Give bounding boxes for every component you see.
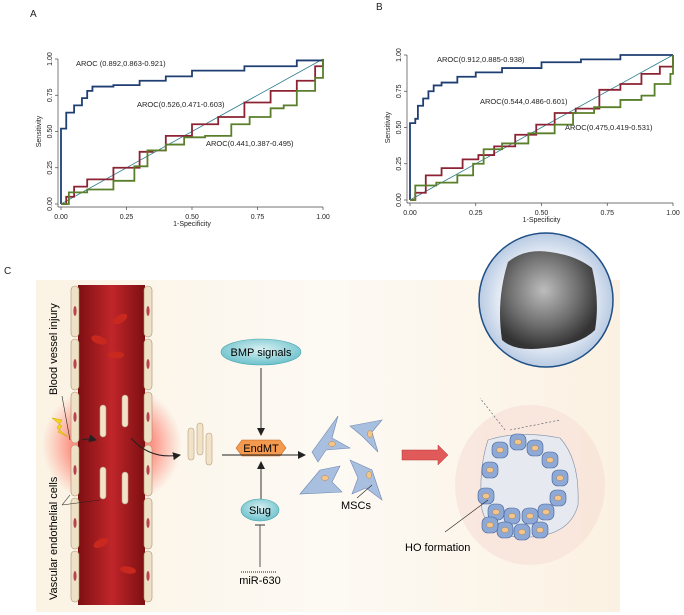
panel-label-b: B [376,2,383,13]
y-tick-label: 0.25 [47,161,54,175]
x-tick-label: 0.50 [535,210,549,217]
panel-label-c: C [4,266,12,277]
endmt-label: EndMT [243,443,279,455]
y-axis-label: Sensitivity [385,111,392,143]
cell-nucleus [146,571,150,581]
migration-arrow [81,434,97,443]
cell-nucleus [73,412,77,422]
mir-630-label: miR-630 [239,575,281,587]
y-tick-label: 0.25 [396,157,403,171]
y-tick-label: 0.00 [47,197,54,211]
cell-nucleus [501,527,509,533]
x-tick-label: 1.00 [666,210,680,217]
slug-node [240,498,280,522]
cell-nucleus [482,493,490,499]
x-axis-label: 1-Specificity [173,221,211,228]
cell-nucleus [536,527,544,533]
cell-nucleus [486,467,494,473]
x-tick-label: 0.50 [185,214,199,221]
y-tick-label: 0.75 [396,84,403,98]
x-tick-label: 0.75 [251,214,265,221]
roc-chart-a: 0.00 0.25 0.50 0.75 1.00 0.00 0.25 0.50 0.75 1.00… [36,52,330,228]
detached-endothelial-cells [99,394,213,505]
blood-vessel-injury-label: Blood vessel injury [48,303,60,395]
lightning-icon [51,417,69,438]
roc-curve-2 [61,59,324,205]
cell-nucleus [546,457,554,463]
y-tick-label: 0.50 [396,121,403,135]
cell-nucleus [508,513,516,519]
cell-nucleus [146,359,150,369]
cell-nucleus [556,475,564,481]
cell-nucleus [514,439,522,445]
endothelial-wall [70,285,153,603]
red-blood-cells [91,313,136,574]
progression-arrow [401,444,449,466]
roc-curve-1 [409,54,673,200]
cell-nucleus [73,571,77,581]
x-axis-label: 1-Specificity [523,217,561,224]
y-tick-label: 1.00 [396,48,403,62]
x-tick-label: 0.00 [54,214,68,221]
y-tick-label: 0.75 [47,88,54,102]
bmp-signals-node [220,338,302,366]
cell-nucleus [73,359,77,369]
roc-curve-3 [410,55,674,201]
vascular-endothelial-cells-label: Vascular endothelial cells [48,476,60,600]
cell-nucleus [73,465,77,475]
endmt-node [235,439,287,457]
cell-nucleus [146,412,150,422]
bmp-signals-label: BMP signals [231,347,292,359]
y-axis-label: Sensitivity [36,115,43,147]
cell-nucleus [518,529,526,535]
cell-nucleus [146,306,150,316]
roc-curve-1 [60,59,324,204]
ho-formation-label: HO formation [405,542,470,554]
auc-annotation: AROC (0.892,0.863-0.921) [76,59,166,68]
cell-nucleus [486,522,494,528]
mscs-label: MSCs [341,500,371,512]
cell-nucleus [146,465,150,475]
msc-cells [299,415,383,501]
y-tick-label: 0.00 [396,193,403,207]
blood-vessel [78,285,145,605]
auc-annotation: AROC(0.441,0.387-0.495) [206,139,294,148]
roc-curve-2 [410,55,674,201]
x-tick-label: 0.75 [600,210,614,217]
cell-nucleus [531,445,539,451]
slug-label: Slug [249,505,271,517]
x-tick-label: 0.25 [469,210,483,217]
ho-cells [477,433,569,541]
auc-annotation: AROC(0.526,0.471-0.603) [137,100,225,109]
x-tick-label: 0.25 [120,214,134,221]
auc-annotation: AROC(0.475,0.419-0.531) [565,123,653,132]
cell-nucleus [554,495,562,501]
cell-nucleus [73,306,77,316]
x-tick-label: 1.00 [316,214,330,221]
cell-nucleus [496,447,504,453]
auc-annotation: AROC(0.544,0.486-0.601) [480,97,568,106]
roc-curve-3 [61,59,324,205]
cell-nucleus [542,509,550,515]
x-tick-label: 0.00 [403,210,417,217]
bone-ossification-image [500,251,597,349]
roc-chart-b: 0.00 0.25 0.50 0.75 1.00 0.00 0.25 0.50 0.75 1.00… [385,48,680,224]
cell-nucleus [73,518,77,528]
auc-annotation: AROC(0.912,0.885-0.938) [437,55,525,64]
cell-nucleus [526,513,534,519]
panel-label-a: A [30,9,37,20]
migration-arrow [130,437,181,461]
cell-nucleus [146,518,150,528]
roc-charts: 0.00 0.25 0.50 0.75 1.00 0.00 0.25 0.50 0.75 1.00… [36,48,680,228]
y-tick-label: 1.00 [47,52,54,66]
y-tick-label: 0.50 [47,125,54,139]
cell-nucleus [492,509,500,515]
reference-diagonal [409,54,674,201]
